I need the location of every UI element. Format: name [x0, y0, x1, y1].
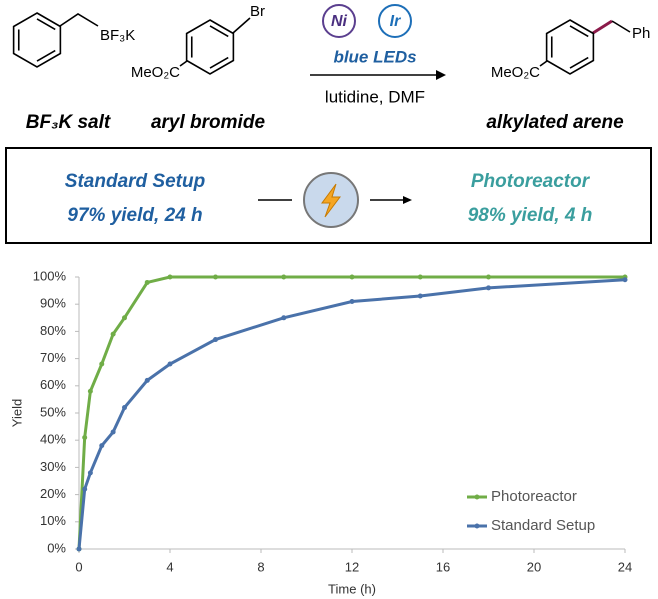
lightning	[321, 183, 341, 218]
y-tick-label: 60%	[40, 377, 66, 392]
x-tick-label: 4	[166, 559, 173, 574]
ring	[545, 19, 595, 75]
conditions: lutidine, DMF	[325, 87, 425, 106]
data-point	[87, 388, 93, 394]
data-point	[87, 470, 93, 476]
arrow-head	[403, 196, 412, 204]
y-axis-label: Yield	[9, 399, 24, 427]
data-point	[281, 274, 287, 280]
double-bond	[36, 49, 56, 62]
ring	[12, 12, 62, 68]
arrow-head	[436, 70, 446, 80]
y-tick-label: 50%	[40, 404, 66, 419]
chem-label: MeO₂C	[131, 64, 180, 81]
y-tick-label: 100%	[33, 268, 67, 283]
y-tick-label: 40%	[40, 432, 66, 447]
data-point	[167, 274, 173, 280]
data-point	[99, 361, 105, 367]
series-line	[77, 275, 625, 550]
legend-label: Photoreactor	[491, 488, 577, 505]
catalyst-circle	[322, 4, 356, 38]
compound-label: aryl bromide	[151, 112, 265, 133]
y-tick-label: 80%	[40, 323, 66, 338]
data-point	[99, 443, 105, 449]
data-point	[486, 285, 491, 291]
y-tick-label: 10%	[40, 513, 66, 528]
data-point	[144, 377, 150, 383]
double-bond	[36, 18, 56, 31]
double-bond	[569, 56, 589, 69]
data-point	[167, 361, 173, 367]
catalyst: Ni	[331, 13, 348, 30]
data-point	[122, 315, 127, 321]
setup-title: Photoreactor	[471, 171, 591, 192]
data-point	[110, 429, 116, 435]
y-tick-label: 30%	[40, 459, 66, 474]
data-point	[417, 274, 423, 280]
x-tick-label: 16	[436, 559, 450, 574]
bond	[232, 17, 251, 34]
data-point	[349, 298, 355, 304]
chem-label: Ph	[632, 25, 650, 42]
new-bond	[592, 19, 613, 35]
chem-label: MeO₂C	[491, 64, 540, 81]
setup-result: 98% yield, 4 h	[468, 205, 593, 226]
data-point	[349, 274, 355, 280]
y-tick-label: 90%	[40, 296, 66, 311]
series-line	[77, 278, 626, 550]
double-bond	[209, 56, 229, 69]
data-point	[82, 486, 88, 492]
legend-marker	[474, 523, 480, 529]
data-point	[76, 546, 82, 552]
data-point	[82, 434, 88, 440]
data-point	[213, 337, 218, 343]
y-tick-label: 70%	[40, 350, 66, 365]
x-tick-label: 12	[345, 559, 359, 574]
catalyst: Ir	[390, 13, 401, 30]
data-point	[110, 331, 116, 337]
molecules	[12, 12, 631, 75]
y-tick-label: 20%	[40, 486, 66, 501]
bond	[179, 60, 188, 67]
bond	[539, 60, 548, 67]
catalyst-circle	[378, 4, 412, 38]
legend-marker	[474, 494, 480, 500]
setup-result: 97% yield, 24 h	[67, 205, 202, 226]
chem-label: BF₃K	[100, 27, 135, 44]
x-tick-label: 0	[75, 559, 82, 574]
setup-title: Standard Setup	[65, 171, 205, 192]
x-axis-label: Time (h)	[328, 581, 376, 596]
data-point	[122, 405, 127, 411]
data-point	[281, 315, 287, 321]
ring	[185, 19, 235, 75]
x-tick-label: 20	[527, 559, 541, 574]
double-bond	[209, 25, 229, 38]
x-tick-label: 8	[257, 559, 264, 574]
data-point	[486, 274, 491, 280]
compound-label: BF₃K salt	[26, 112, 111, 133]
double-bond	[569, 25, 589, 38]
bond	[611, 20, 631, 33]
data-point	[622, 277, 628, 283]
comparison-box	[5, 147, 652, 244]
y-tick-label: 0%	[47, 540, 66, 555]
legend-label: Standard Setup	[491, 517, 595, 534]
chem-label: Br	[250, 3, 265, 20]
compound-label: alkylated arene	[486, 112, 624, 133]
x-tick-label: 24	[618, 559, 632, 574]
data-point	[417, 293, 423, 299]
bond	[59, 13, 99, 27]
data-point	[144, 279, 150, 285]
light-source: blue LEDs	[333, 47, 416, 66]
data-point	[213, 274, 218, 280]
